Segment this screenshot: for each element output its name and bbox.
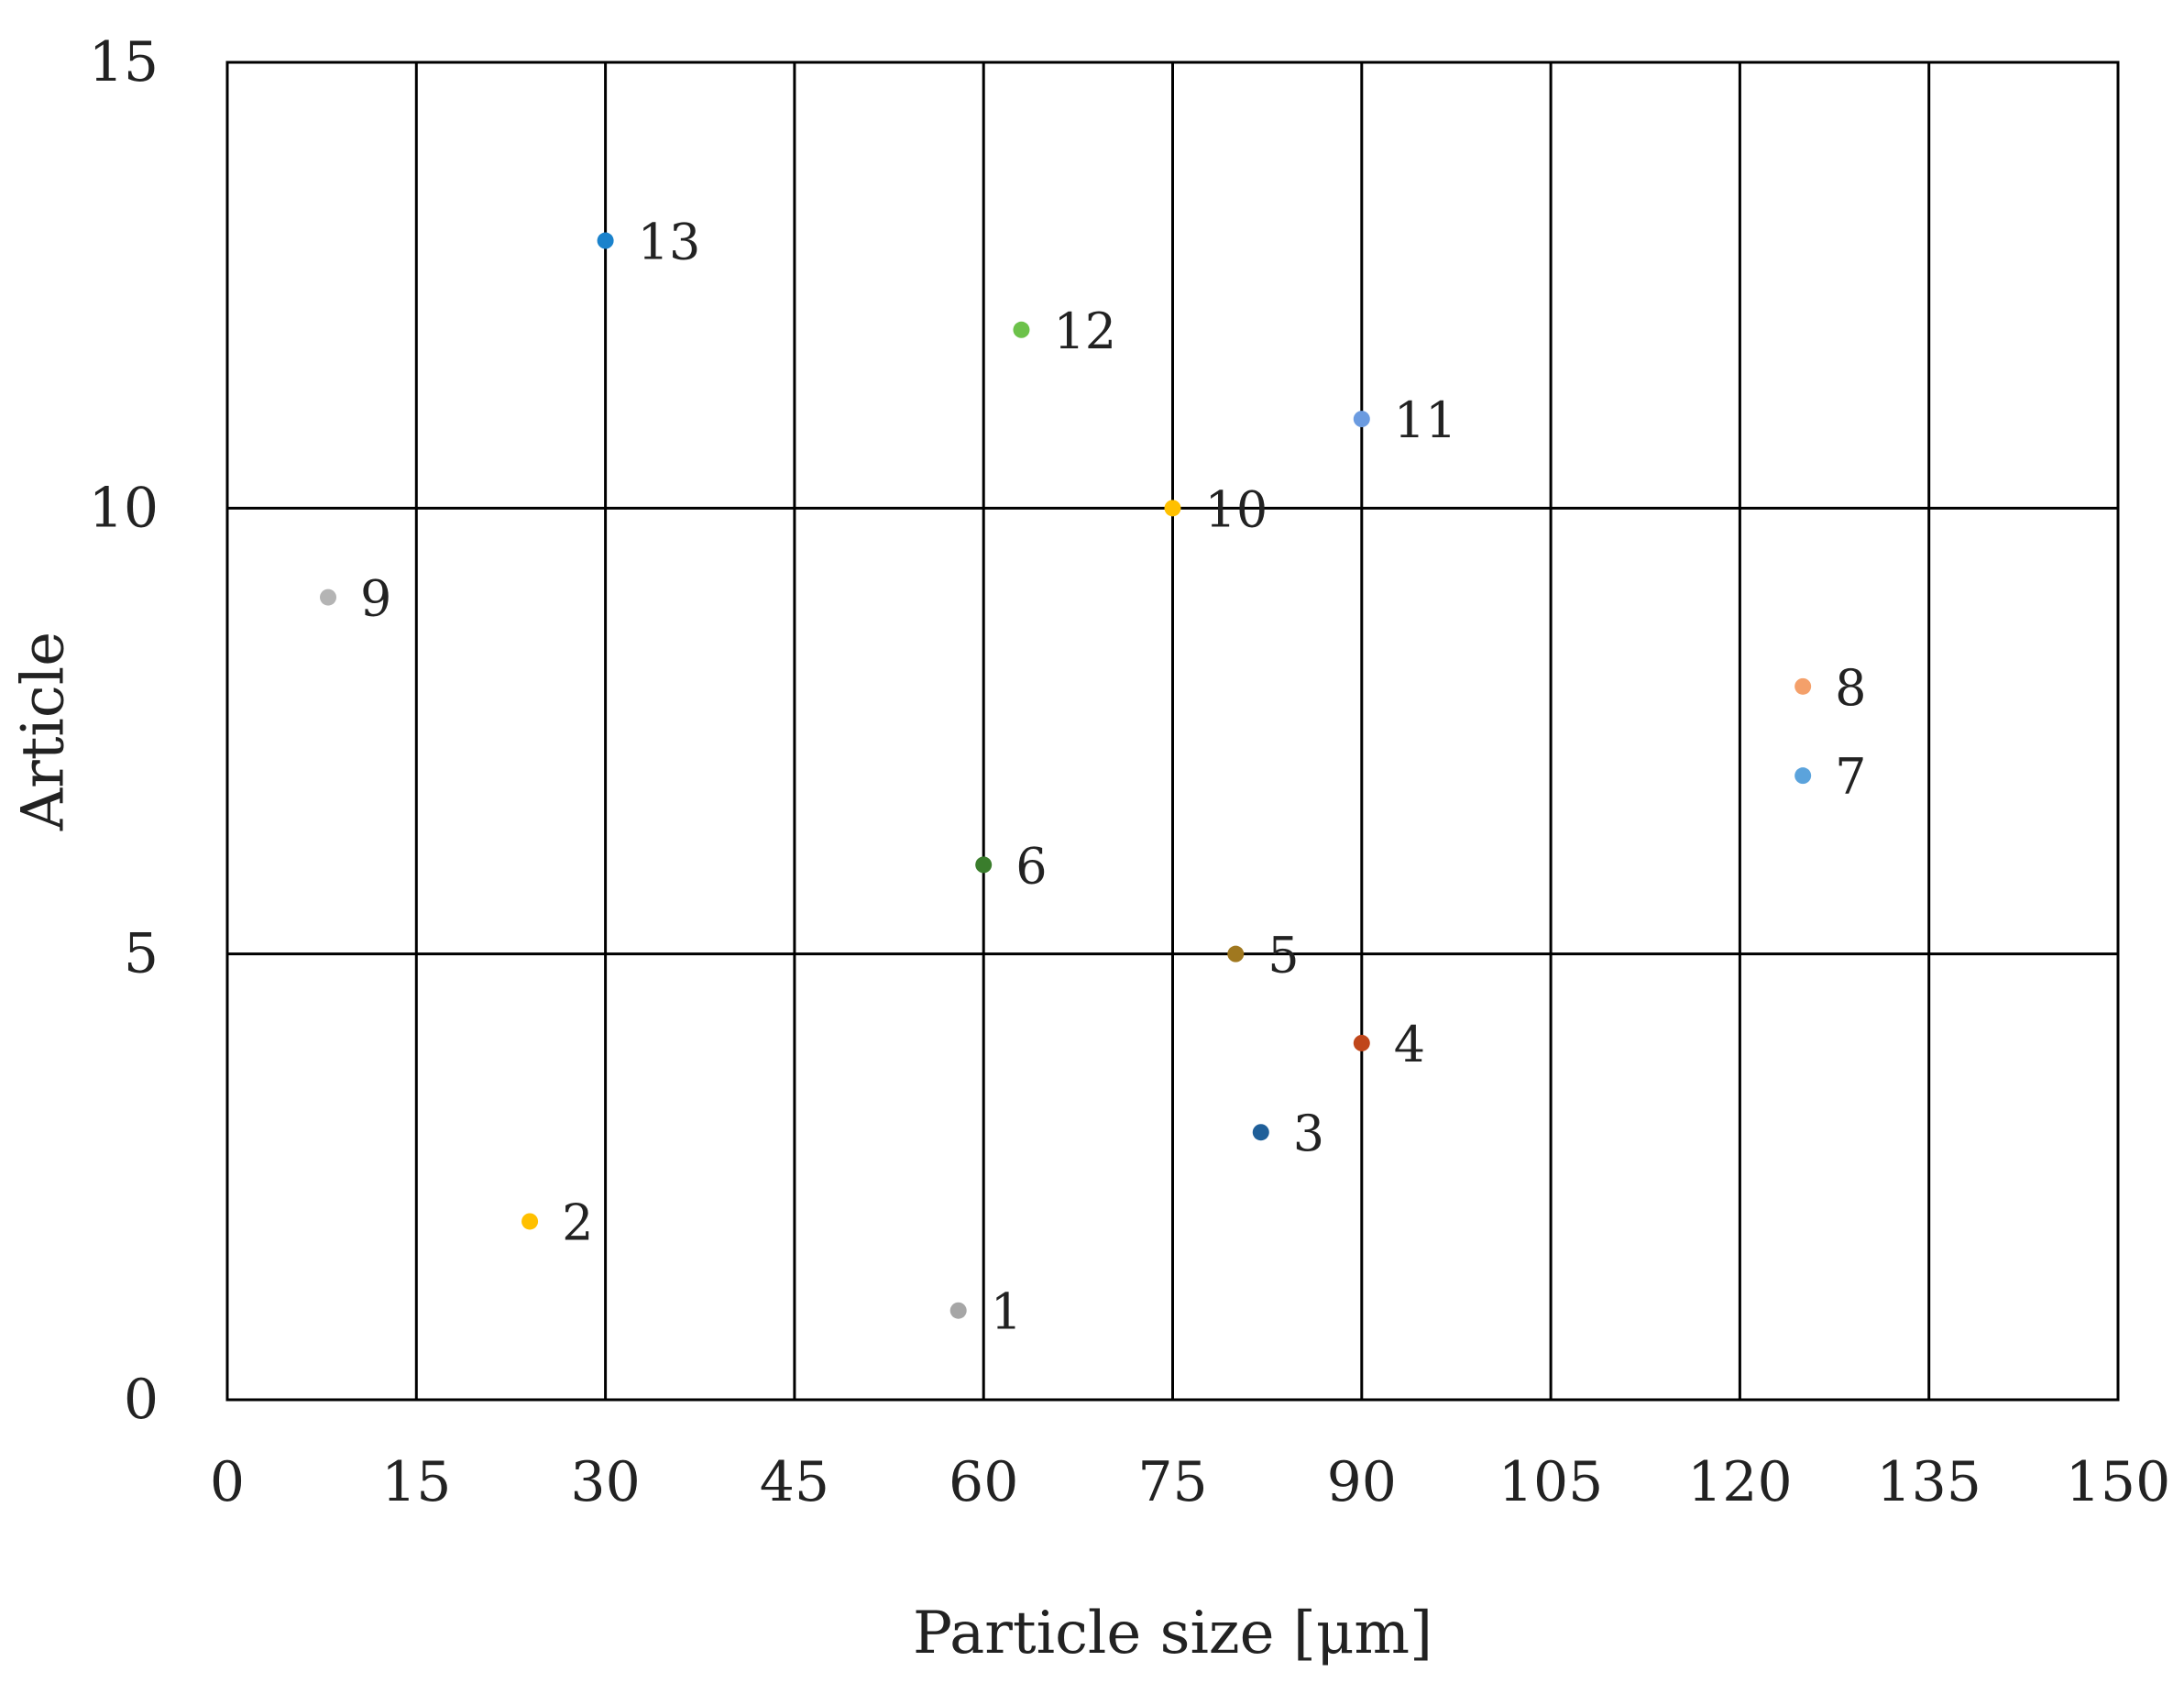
data-point bbox=[1353, 411, 1370, 428]
data-point bbox=[320, 588, 337, 606]
x-tick-label: 90 bbox=[1327, 1450, 1397, 1514]
data-point-label: 4 bbox=[1394, 1016, 1425, 1073]
x-tick-label: 120 bbox=[1687, 1450, 1793, 1514]
x-tick-label: 135 bbox=[1876, 1450, 1981, 1514]
data-point bbox=[1794, 767, 1812, 785]
data-point-label: 1 bbox=[991, 1283, 1022, 1341]
y-tick-label: 10 bbox=[89, 476, 159, 540]
data-point-label: 12 bbox=[1053, 302, 1116, 360]
y-tick-label: 0 bbox=[124, 1368, 159, 1432]
data-point-label: 11 bbox=[1394, 391, 1457, 449]
x-tick-label: 0 bbox=[210, 1450, 245, 1514]
plot-area-frame bbox=[225, 60, 2120, 1402]
data-point bbox=[1353, 1034, 1370, 1051]
data-point bbox=[975, 856, 993, 874]
x-tick-label: 60 bbox=[949, 1450, 1018, 1514]
x-tick-label: 45 bbox=[760, 1450, 829, 1514]
data-point-label: 7 bbox=[1835, 748, 1866, 806]
data-point-label: 2 bbox=[562, 1194, 593, 1251]
data-point bbox=[521, 1213, 539, 1230]
data-point bbox=[1794, 677, 1812, 695]
data-point bbox=[597, 232, 614, 249]
y-axis-tick-labels: 0 5 10 15 bbox=[89, 30, 159, 1432]
x-axis-tick-labels: 0 15 30 45 60 75 90 105 120 135 150 bbox=[210, 1450, 2170, 1514]
data-points bbox=[320, 232, 1812, 1319]
data-point-label: 8 bbox=[1835, 659, 1866, 717]
data-point bbox=[1164, 500, 1181, 517]
y-tick-label: 5 bbox=[124, 922, 159, 986]
data-point-label: 5 bbox=[1268, 927, 1299, 984]
x-tick-label: 15 bbox=[381, 1450, 451, 1514]
x-tick-label: 150 bbox=[2066, 1450, 2171, 1514]
x-tick-label: 30 bbox=[570, 1450, 640, 1514]
data-point-label: 9 bbox=[360, 570, 391, 628]
grid-lines bbox=[225, 60, 2120, 1402]
data-point-label: 10 bbox=[1205, 480, 1268, 538]
x-axis-title: Particle size [μm] bbox=[913, 1600, 1432, 1667]
x-tick-label: 105 bbox=[1498, 1450, 1604, 1514]
data-point-label: 6 bbox=[1015, 837, 1047, 895]
data-point bbox=[1252, 1124, 1269, 1141]
data-point bbox=[1227, 945, 1245, 962]
y-axis-title: Article bbox=[10, 632, 78, 831]
data-point bbox=[949, 1302, 967, 1319]
data-point-label: 3 bbox=[1293, 1105, 1324, 1162]
data-point-label: 13 bbox=[638, 214, 701, 271]
x-tick-label: 75 bbox=[1137, 1450, 1207, 1514]
data-point bbox=[1013, 321, 1030, 338]
y-tick-label: 15 bbox=[89, 30, 159, 94]
